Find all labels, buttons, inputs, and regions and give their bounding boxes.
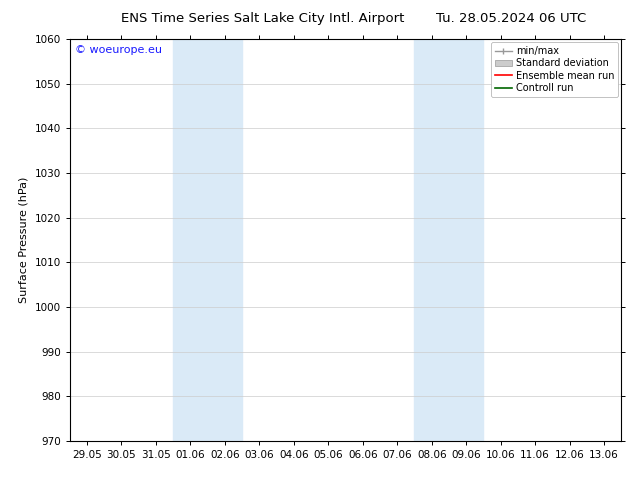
Bar (415, 39, 483, 441)
Text: ENS Time Series Salt Lake City Intl. Airport: ENS Time Series Salt Lake City Intl. Air… (121, 12, 404, 25)
Y-axis label: Surface Pressure (hPa): Surface Pressure (hPa) (19, 177, 29, 303)
Text: Tu. 28.05.2024 06 UTC: Tu. 28.05.2024 06 UTC (436, 12, 586, 25)
Text: © woeurope.eu: © woeurope.eu (75, 45, 162, 55)
Legend: min/max, Standard deviation, Ensemble mean run, Controll run: min/max, Standard deviation, Ensemble me… (491, 42, 618, 97)
Bar (173, 39, 242, 441)
